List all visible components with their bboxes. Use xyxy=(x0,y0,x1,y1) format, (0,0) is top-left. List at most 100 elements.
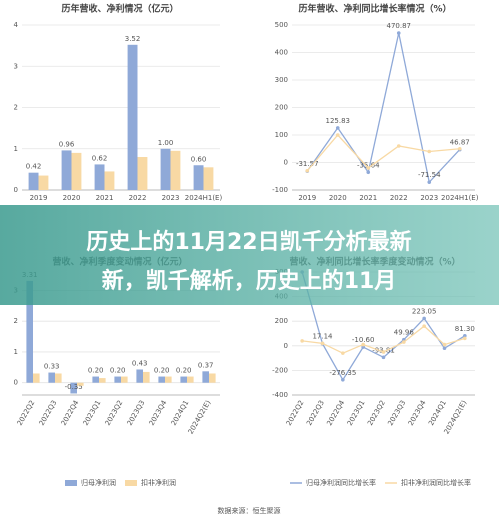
y-tick-label: 0 xyxy=(14,186,18,194)
bar xyxy=(143,371,150,383)
x-tick-label: 2022Q3 xyxy=(305,399,326,427)
data-label: 0.62 xyxy=(92,154,108,162)
point xyxy=(402,340,406,344)
y-tick-label: 0 xyxy=(14,379,18,387)
data-label: 0.43 xyxy=(132,359,148,367)
point xyxy=(442,342,447,347)
data-label: 81.30 xyxy=(455,325,475,333)
x-tick-label: 2020 xyxy=(329,194,347,202)
x-tick-label: 2022 xyxy=(390,194,408,202)
bar xyxy=(121,376,128,383)
x-tick-label: 2023Q3 xyxy=(386,399,407,427)
x-tick-label: 2019 xyxy=(298,194,316,202)
x-tick-label: 2023Q3 xyxy=(126,399,147,427)
y-tick-label: 300 xyxy=(275,76,288,84)
y-tick-label: -200 xyxy=(272,366,288,374)
bar xyxy=(160,148,171,190)
y-tick-label: 1 xyxy=(14,145,18,153)
point xyxy=(427,180,432,184)
point xyxy=(300,339,304,343)
bar xyxy=(170,150,181,190)
bar xyxy=(202,371,209,383)
y-tick-label: 2 xyxy=(14,317,18,325)
data-label: 46.87 xyxy=(450,139,470,147)
x-tick-label: 2022Q4 xyxy=(325,399,346,428)
x-tick-label: 2022 xyxy=(129,194,147,202)
bar xyxy=(77,382,84,386)
y-tick-label: 2 xyxy=(14,104,18,112)
data-label: -71.54 xyxy=(418,171,441,179)
data-label: 0.37 xyxy=(198,361,214,369)
data-label: 0.96 xyxy=(59,140,75,148)
data-label: 49.96 xyxy=(394,329,415,337)
x-tick-label: 2022Q4 xyxy=(60,399,81,428)
legend-swatch xyxy=(65,480,77,486)
y-tick-label: 500 xyxy=(275,21,288,29)
bar xyxy=(92,376,99,383)
x-tick-label: 2024Q1 xyxy=(170,399,191,427)
legend-label: 归母净利润 xyxy=(81,478,116,487)
point xyxy=(341,351,345,355)
y-tick-label: -100 xyxy=(272,186,288,194)
point xyxy=(422,324,426,328)
x-tick-label: 2023Q1 xyxy=(346,399,367,427)
bar xyxy=(99,378,106,383)
point xyxy=(366,170,371,175)
data-label: -35.64 xyxy=(357,161,380,169)
legend-swatch xyxy=(125,480,137,486)
bar xyxy=(180,376,187,383)
legend-label: 扣非净利润 xyxy=(141,478,176,487)
bar xyxy=(26,280,33,383)
bar xyxy=(158,376,165,383)
point xyxy=(381,350,386,354)
point xyxy=(427,149,432,154)
point xyxy=(396,31,401,35)
legend-label: 扣非净利润同比增长率 xyxy=(401,478,471,487)
y-tick-label: 400 xyxy=(275,49,288,57)
source: 数据来源：恒生聚源 xyxy=(218,506,281,515)
data-label: 0.60 xyxy=(191,155,207,163)
point xyxy=(335,126,340,130)
data-label: 17.14 xyxy=(312,333,333,341)
bar xyxy=(48,372,55,383)
bar xyxy=(70,382,77,394)
x-tick-label: 2024Q2(E) xyxy=(187,399,213,436)
x-tick-label: 2024Q1 xyxy=(427,399,448,427)
x-tick-label: 2024H1(E) xyxy=(185,194,223,202)
point xyxy=(320,341,325,346)
x-tick-label: 2021 xyxy=(359,194,377,202)
x-tick-label: 2019 xyxy=(30,194,48,202)
x-tick-label: 2023Q4 xyxy=(407,399,428,428)
point xyxy=(457,146,462,151)
y-tick-label: 1 xyxy=(14,348,18,356)
point xyxy=(463,334,467,338)
bar xyxy=(94,164,105,190)
point xyxy=(463,336,467,341)
point xyxy=(361,342,365,347)
data-label: 0.33 xyxy=(44,363,60,371)
data-label: 3.52 xyxy=(125,35,141,43)
data-label: 0.20 xyxy=(110,367,126,375)
x-tick-label: 2023 xyxy=(162,194,180,202)
bar xyxy=(114,376,121,383)
x-tick-label: 2022Q2 xyxy=(285,399,306,427)
x-tick-label: 2020 xyxy=(63,194,81,202)
point xyxy=(381,355,386,360)
legend-label: 归母净利润同比增长率 xyxy=(306,478,376,487)
bar xyxy=(165,376,172,383)
y-tick-label: 0 xyxy=(284,342,288,350)
x-tick-label: 2023Q2 xyxy=(366,399,387,427)
data-label: 125.83 xyxy=(326,117,351,125)
bar xyxy=(203,167,214,190)
y-tick-label: 4 xyxy=(14,21,19,29)
bar xyxy=(61,150,72,190)
line xyxy=(306,32,461,184)
x-tick-label: 2021 xyxy=(96,194,114,202)
overlay-title: 新，凯千解析，历史上的11月 xyxy=(102,268,397,294)
bar xyxy=(187,376,194,383)
bar xyxy=(136,369,143,383)
bar xyxy=(28,172,39,190)
data-label: 1.00 xyxy=(158,139,174,147)
